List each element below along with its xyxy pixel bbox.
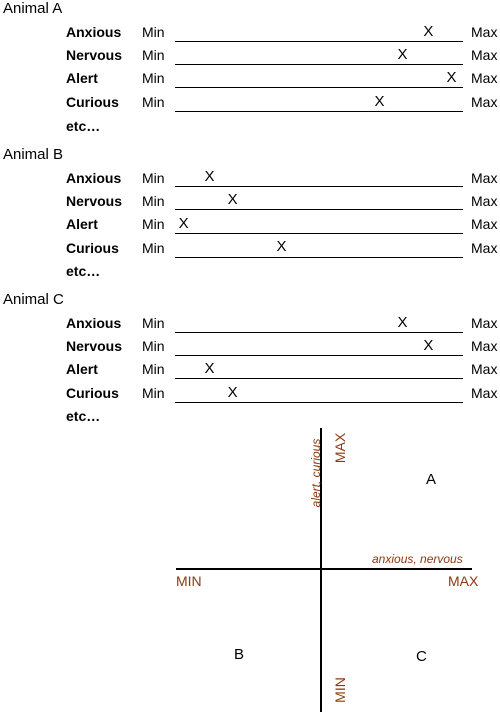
max-label: Max: [471, 193, 498, 209]
y-axis-max-label: MAX: [332, 432, 348, 464]
trait-label: Curious: [66, 240, 119, 256]
max-label: Max: [471, 70, 498, 86]
trait-mark: X: [397, 46, 408, 63]
max-label: Max: [471, 47, 498, 63]
scale-line: [175, 233, 463, 234]
horizontal-axis: [176, 568, 472, 570]
max-label: Max: [471, 361, 498, 377]
trait-label: Alert: [66, 70, 98, 86]
min-label: Min: [142, 240, 165, 256]
min-label: Min: [142, 170, 165, 186]
trait-label: Nervous: [66, 47, 123, 63]
point-b-label: B: [234, 646, 245, 663]
max-label: Max: [471, 338, 498, 354]
min-label: Min: [142, 94, 165, 110]
trait-mark: X: [397, 314, 408, 331]
trait-mark: X: [227, 384, 238, 401]
trait-mark: X: [423, 23, 434, 40]
min-label: Min: [142, 70, 165, 86]
y-axis-caption: alert, curious: [309, 438, 323, 508]
trait-mark: X: [374, 93, 385, 110]
min-label: Min: [142, 24, 165, 40]
trait-label: Curious: [66, 94, 119, 110]
trait-mark: X: [227, 191, 238, 208]
min-label: Min: [142, 315, 165, 331]
etc-label: etc…: [66, 118, 101, 134]
animal-b-title: Animal B: [3, 146, 64, 163]
max-label: Max: [471, 170, 498, 186]
max-label: Max: [471, 24, 498, 40]
scale-line: [175, 41, 463, 42]
animal-a-title: Animal A: [3, 0, 63, 17]
min-label: Min: [142, 361, 165, 377]
trait-mark: X: [204, 360, 215, 377]
max-label: Max: [471, 385, 498, 401]
min-label: Min: [142, 47, 165, 63]
min-label: Min: [142, 216, 165, 232]
max-label: Max: [471, 315, 498, 331]
trait-mark: X: [178, 215, 189, 232]
trait-mark: X: [276, 238, 287, 255]
trait-mark: X: [446, 69, 457, 86]
scale-line: [175, 209, 463, 210]
scale-line: [175, 402, 463, 403]
trait-label: Anxious: [66, 170, 122, 186]
max-label: Max: [471, 216, 498, 232]
min-label: Min: [142, 193, 165, 209]
x-axis-caption: anxious, nervous: [372, 552, 463, 566]
trait-label: Alert: [66, 216, 98, 232]
scale-line: [175, 111, 463, 112]
x-axis-max-label: MAX: [448, 573, 479, 589]
x-axis-min-label: MIN: [176, 573, 202, 589]
max-label: Max: [471, 240, 498, 256]
trait-label: Curious: [66, 385, 119, 401]
vertical-axis: [320, 428, 322, 712]
trait-label: Alert: [66, 361, 98, 377]
scale-line: [175, 64, 463, 65]
trait-mark: X: [204, 168, 215, 185]
trait-mark: X: [423, 337, 434, 354]
scale-line: [175, 355, 463, 356]
point-c-label: C: [416, 648, 427, 665]
min-label: Min: [142, 385, 165, 401]
trait-label: Anxious: [66, 24, 122, 40]
scale-line: [175, 186, 463, 187]
trait-label: Anxious: [66, 315, 122, 331]
scale-line: [175, 332, 463, 333]
scale-line: [175, 87, 463, 88]
scale-line: [175, 378, 463, 379]
y-axis-min-label: MIN: [332, 677, 348, 703]
min-label: Min: [142, 338, 165, 354]
trait-label: Nervous: [66, 338, 123, 354]
trait-label: Nervous: [66, 193, 123, 209]
etc-label: etc…: [66, 408, 101, 424]
scale-line: [175, 257, 463, 258]
point-a-label: A: [426, 471, 437, 488]
animal-c-title: Animal C: [3, 291, 64, 308]
max-label: Max: [471, 94, 498, 110]
etc-label: etc…: [66, 263, 101, 279]
